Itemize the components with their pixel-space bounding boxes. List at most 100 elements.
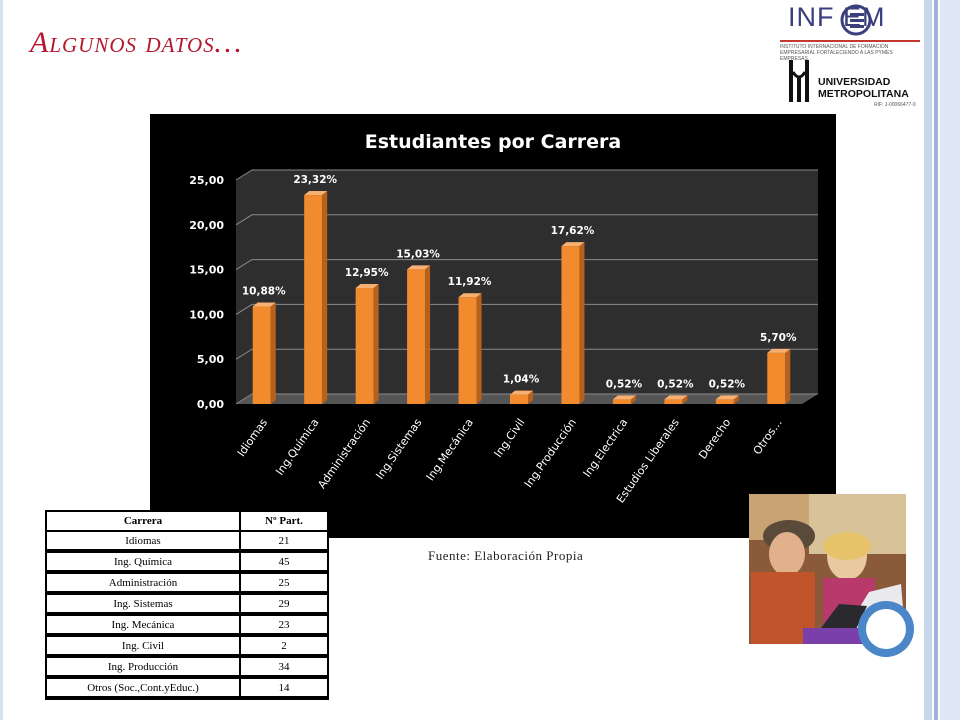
- chart-x-tick-label: Ing.Química: [273, 416, 321, 477]
- chart-y-tick-label: 20,00: [189, 219, 224, 232]
- chart-bar-side: [528, 390, 533, 404]
- chart-bar-side: [579, 242, 585, 404]
- chart-data-label: 11,92%: [448, 276, 492, 288]
- table-cell-carrera: Ing. Mecánica: [45, 614, 241, 637]
- chart-bar-top: [612, 395, 636, 400]
- table-cell-participants: 45: [239, 551, 329, 574]
- chart-bar: [664, 395, 688, 404]
- table-cell-participants: 2: [239, 635, 329, 658]
- chart-bar-front: [767, 352, 786, 404]
- bar-chart-svg: Estudiantes por Carrera 0,00 5,00 10,00 15,…: [189, 131, 818, 505]
- table-cell-carrera: Ing. Química: [45, 551, 241, 574]
- chart-bar-top: [304, 191, 328, 196]
- table-cell-carrera: Ing. Sistemas: [45, 593, 241, 616]
- chart-bar-top: [355, 283, 379, 288]
- chart-bar-side: [476, 293, 482, 404]
- chart-data-label: 10,88%: [242, 286, 286, 298]
- chart-y-tick-label: 0,00: [197, 398, 224, 411]
- chart-x-tick-label: Ing.Mecánica: [424, 416, 476, 483]
- chart-bar-front: [252, 306, 271, 404]
- chart-gridline: [235, 259, 818, 271]
- chart-gridline: [235, 303, 818, 315]
- infoem-logo: INF EM INSTITUTO INTERNACIONAL DE FORMAC…: [780, 2, 920, 72]
- chart-bar-front: [458, 297, 477, 404]
- unimet-emblem-icon: [789, 60, 809, 102]
- table-row: Ing. Mecánica 23: [45, 614, 329, 637]
- chart-bar-side: [630, 395, 636, 404]
- unimet-logo: UNIVERSIDAD METROPOLITANA RIF: J-0006647…: [786, 56, 926, 110]
- chart-bar-front: [664, 399, 683, 404]
- rail-stripe: [934, 0, 938, 720]
- table-cell-participants: 25: [239, 572, 329, 595]
- chart-data-label: 15,03%: [396, 248, 440, 260]
- chart-x-tick-label: Derecho: [696, 416, 733, 461]
- chart-data-label: 5,70%: [760, 332, 797, 344]
- unimet-logo-line1: UNIVERSIDAD: [818, 76, 891, 88]
- table-row: Ing. Química 45: [45, 551, 329, 574]
- table-cell-participants: 34: [239, 656, 329, 679]
- table-row: Ing. Producción 34: [45, 656, 329, 679]
- chart-y-tick-label: 25,00: [189, 174, 224, 187]
- rail-stripe: [940, 0, 960, 720]
- unimet-logo-rif: RIF: J-00066477-9: [874, 102, 916, 108]
- chart-gridline: [235, 393, 818, 405]
- chart-y-tick-label: 5,00: [197, 353, 224, 366]
- table-cell-carrera: Ing. Producción: [45, 656, 241, 679]
- chart-x-tick-label: Idiomas: [235, 416, 271, 459]
- participants-table: Carrera Nº Part. Idiomas 21 Ing. Química 45…: [45, 510, 329, 700]
- table-cell-carrera: Otros (Soc.,Cont.yEduc.): [45, 677, 241, 700]
- chart-data-label: 0,52%: [657, 378, 694, 390]
- table-header-carrera: Carrera: [45, 510, 241, 532]
- table-row: Otros (Soc.,Cont.yEduc.) 14: [45, 677, 329, 700]
- chart-bar: [304, 191, 328, 404]
- infoem-emblem-icon: [840, 4, 872, 36]
- chart-bar-front: [510, 394, 528, 404]
- chart-data-label: 0,52%: [606, 378, 643, 390]
- right-decorative-rail: [924, 0, 960, 720]
- table-row: Ing. Civil 2: [45, 635, 329, 658]
- chart-x-tick-label: Otros…: [751, 416, 785, 457]
- chart-bar-top: [458, 293, 482, 298]
- table-header-row: Carrera Nº Part.: [45, 510, 329, 532]
- table-cell-carrera: Idiomas: [45, 531, 241, 553]
- chart-bar-top: [561, 242, 585, 247]
- table-row: Administración 25: [45, 572, 329, 595]
- chart-bar: [355, 283, 379, 404]
- decorative-circle-inner: [866, 609, 906, 649]
- infoem-logo-subtitle: INSTITUTO INTERNACIONAL DE FORMACIÓN EMP…: [780, 44, 893, 62]
- table-cell-participants: 14: [239, 677, 329, 700]
- chart-x-tick-label: Administración: [315, 416, 373, 491]
- chart-bar-front: [355, 287, 374, 404]
- chart-bar-side: [425, 265, 431, 404]
- rail-stripe: [924, 0, 932, 720]
- chart-bar-front: [304, 195, 323, 404]
- chart-gridline: [235, 348, 818, 360]
- table-header-participants: Nº Part.: [239, 510, 329, 532]
- chart-gridline: [235, 214, 818, 226]
- source-note: Fuente: Elaboración Propia: [428, 548, 584, 563]
- chart-y-tick-label: 10,00: [189, 308, 224, 321]
- table-cell-carrera: Administración: [45, 572, 241, 595]
- chart-bar-top: [767, 348, 791, 353]
- chart-bar: [252, 302, 276, 404]
- chart-bar-top: [252, 302, 276, 307]
- left-border-line: [0, 0, 3, 720]
- chart-bar-front: [407, 269, 426, 404]
- chart-bar: [407, 265, 431, 404]
- chart-bar-side: [322, 191, 328, 404]
- chart-plot-wall: [236, 170, 818, 404]
- table-cell-participants: 29: [239, 593, 329, 616]
- table-cell-participants: 23: [239, 614, 329, 637]
- chart-data-label: 1,04%: [503, 374, 540, 386]
- chart-data-label: 17,62%: [551, 225, 595, 237]
- chart-bar-top: [715, 395, 739, 400]
- chart-x-tick-label: Ing.Civil: [492, 416, 528, 460]
- chart-y-tick-label: 15,00: [189, 264, 224, 277]
- chart-bar: [715, 395, 739, 404]
- chart-bar-side: [270, 302, 276, 404]
- bar-chart: Estudiantes por Carrera 0,00 5,00 10,00 15,…: [150, 114, 836, 538]
- table-cell-carrera: Ing. Civil: [45, 635, 241, 658]
- chart-data-label: 12,95%: [345, 267, 389, 279]
- chart-bar-front: [612, 399, 631, 404]
- chart-bar-front: [561, 246, 580, 404]
